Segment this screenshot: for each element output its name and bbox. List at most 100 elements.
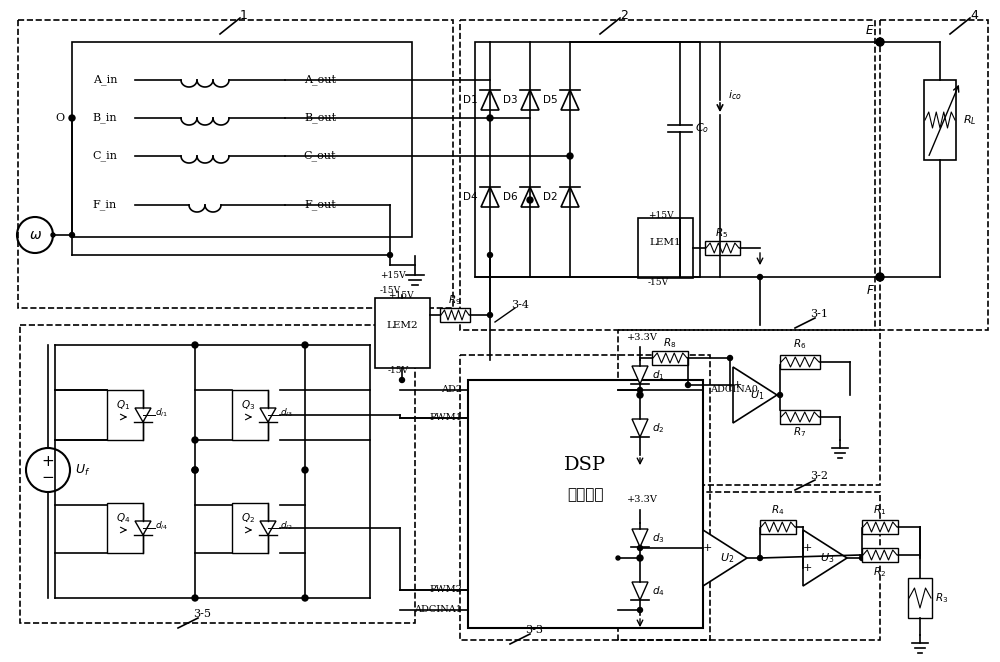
Text: +3.3V: +3.3V bbox=[627, 332, 657, 342]
Polygon shape bbox=[803, 530, 847, 586]
Text: $U_1$: $U_1$ bbox=[750, 388, 764, 402]
Text: 3-2: 3-2 bbox=[810, 471, 828, 481]
Text: $\omega$: $\omega$ bbox=[29, 228, 42, 242]
Polygon shape bbox=[733, 367, 777, 423]
Bar bbox=[440, 308, 470, 322]
Polygon shape bbox=[632, 419, 648, 437]
Text: O: O bbox=[55, 113, 65, 123]
Text: D1: D1 bbox=[463, 95, 478, 105]
Circle shape bbox=[51, 233, 55, 237]
Text: +15V: +15V bbox=[388, 291, 414, 299]
Text: $U_f$: $U_f$ bbox=[75, 463, 90, 477]
Text: PWM1: PWM1 bbox=[429, 414, 462, 422]
Text: $d_{l1}$: $d_{l1}$ bbox=[155, 406, 168, 419]
Circle shape bbox=[488, 312, 492, 318]
Text: +15V: +15V bbox=[648, 211, 674, 220]
Text: DSP: DSP bbox=[564, 456, 606, 474]
Circle shape bbox=[638, 545, 642, 551]
Text: D6: D6 bbox=[503, 192, 518, 202]
Text: D3: D3 bbox=[503, 95, 518, 105]
Text: AD2: AD2 bbox=[441, 385, 462, 395]
Bar bbox=[705, 241, 740, 255]
Text: $Q_3$: $Q_3$ bbox=[241, 398, 255, 412]
Bar bbox=[924, 80, 956, 160]
Circle shape bbox=[302, 467, 308, 473]
Text: $Q_4$: $Q_4$ bbox=[116, 511, 130, 525]
Text: 3-3: 3-3 bbox=[525, 625, 543, 635]
Bar bbox=[460, 355, 710, 640]
Text: C_out: C_out bbox=[304, 151, 336, 162]
Polygon shape bbox=[481, 90, 499, 110]
Circle shape bbox=[527, 115, 533, 121]
Text: $d_4$: $d_4$ bbox=[652, 584, 665, 598]
Text: $d_{l3}$: $d_{l3}$ bbox=[280, 406, 293, 419]
Text: +: + bbox=[702, 543, 712, 553]
Text: 3-4: 3-4 bbox=[511, 300, 529, 310]
Bar bbox=[18, 20, 453, 308]
Text: $R_5$: $R_5$ bbox=[715, 226, 729, 240]
Circle shape bbox=[487, 115, 493, 121]
Circle shape bbox=[488, 252, 492, 258]
Text: ADCINA1: ADCINA1 bbox=[414, 606, 462, 614]
Bar bbox=[72, 42, 412, 237]
Text: D5: D5 bbox=[543, 95, 558, 105]
Text: +3.3V: +3.3V bbox=[627, 495, 657, 504]
Bar bbox=[232, 390, 268, 440]
Text: A_out: A_out bbox=[304, 75, 336, 85]
Text: PWM2: PWM2 bbox=[429, 585, 462, 594]
Circle shape bbox=[758, 275, 763, 279]
Circle shape bbox=[637, 392, 643, 398]
Polygon shape bbox=[135, 521, 151, 535]
Bar bbox=[862, 548, 898, 562]
Text: $d_2$: $d_2$ bbox=[652, 421, 664, 435]
Text: B_in: B_in bbox=[93, 113, 117, 123]
Bar bbox=[475, 42, 700, 277]
Polygon shape bbox=[561, 90, 579, 110]
Bar bbox=[460, 20, 875, 330]
Text: $R_1$: $R_1$ bbox=[873, 503, 887, 517]
Text: 3-1: 3-1 bbox=[810, 309, 828, 319]
Text: 3-5: 3-5 bbox=[193, 609, 211, 619]
Text: $R_6$: $R_6$ bbox=[793, 337, 807, 351]
Text: A_in: A_in bbox=[93, 75, 117, 85]
Bar bbox=[107, 503, 143, 553]
Polygon shape bbox=[521, 90, 539, 110]
Text: +: + bbox=[802, 563, 812, 573]
Bar bbox=[232, 503, 268, 553]
Bar bbox=[618, 330, 880, 485]
Text: $d_{l2}$: $d_{l2}$ bbox=[280, 520, 293, 532]
Bar bbox=[468, 380, 703, 628]
Circle shape bbox=[302, 595, 308, 601]
Circle shape bbox=[192, 467, 198, 473]
Bar bbox=[638, 218, 693, 278]
Bar bbox=[780, 355, 820, 369]
Text: -15V: -15V bbox=[388, 365, 409, 375]
Text: $U_3$: $U_3$ bbox=[820, 551, 834, 565]
Bar bbox=[880, 20, 988, 330]
Text: $Q_1$: $Q_1$ bbox=[116, 398, 130, 412]
Text: $U_2$: $U_2$ bbox=[720, 551, 734, 565]
Circle shape bbox=[527, 197, 533, 203]
Text: $R_2$: $R_2$ bbox=[873, 565, 887, 579]
Circle shape bbox=[686, 383, 690, 387]
Polygon shape bbox=[521, 187, 539, 207]
Text: C_in: C_in bbox=[93, 151, 118, 162]
Polygon shape bbox=[703, 530, 747, 586]
Circle shape bbox=[637, 555, 643, 561]
Polygon shape bbox=[632, 529, 648, 547]
Text: $R_9$: $R_9$ bbox=[448, 293, 462, 307]
Text: LEM2: LEM2 bbox=[386, 320, 418, 330]
Circle shape bbox=[400, 377, 404, 383]
Text: $R_L$: $R_L$ bbox=[963, 113, 977, 127]
Bar bbox=[618, 492, 880, 640]
Polygon shape bbox=[481, 187, 499, 207]
Text: $R_7$: $R_7$ bbox=[793, 425, 807, 439]
Text: $d_1$: $d_1$ bbox=[652, 368, 665, 382]
Text: D2: D2 bbox=[543, 192, 558, 202]
Circle shape bbox=[758, 555, 763, 561]
Circle shape bbox=[192, 467, 198, 473]
Text: 2: 2 bbox=[620, 9, 628, 21]
Text: $d_{l4}$: $d_{l4}$ bbox=[155, 520, 168, 532]
Text: 微处理器: 微处理器 bbox=[567, 487, 603, 502]
Text: $C_o$: $C_o$ bbox=[695, 121, 709, 135]
